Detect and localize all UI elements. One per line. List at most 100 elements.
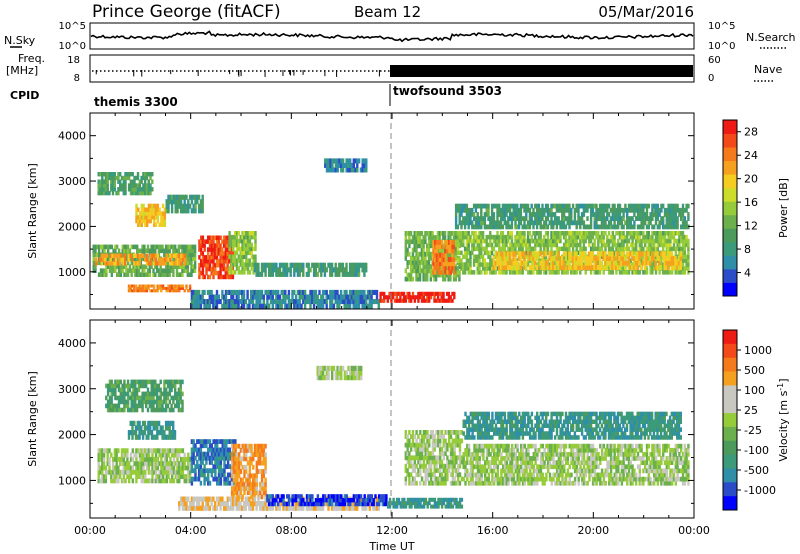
- data-cell: [149, 425, 152, 431]
- data-cell: [661, 255, 664, 261]
- data-cell: [345, 271, 348, 277]
- data-cell: [137, 399, 141, 405]
- data-cell: [438, 247, 441, 253]
- data-cell: [271, 303, 274, 309]
- data-cell: [145, 187, 149, 192]
- data-cell: [116, 261, 120, 266]
- data-cell: [132, 403, 135, 409]
- data-cell: [156, 286, 159, 290]
- data-cell: [97, 469, 100, 475]
- data-cell: [539, 216, 542, 221]
- data-cell: [525, 207, 528, 213]
- data-cell: [277, 271, 280, 277]
- data-cell: [245, 262, 248, 267]
- data-cell: [205, 262, 208, 268]
- data-cell: [408, 243, 411, 249]
- data-cell: [201, 251, 205, 256]
- data-cell: [282, 271, 285, 277]
- data-cell: [526, 262, 530, 267]
- data-cell: [575, 207, 578, 213]
- data-cell: [154, 207, 158, 212]
- data-cell: [600, 220, 604, 226]
- data-cell: [95, 257, 98, 262]
- data-cell: [165, 399, 168, 405]
- data-cell: [465, 212, 469, 217]
- data-cell: [124, 253, 127, 258]
- data-cell: [489, 254, 492, 259]
- data-cell: [426, 268, 429, 274]
- data-cell: [264, 267, 267, 273]
- data-cell: [683, 266, 686, 271]
- data-cell: [210, 239, 213, 244]
- data-cell: [140, 253, 143, 258]
- data-cell: [108, 469, 111, 475]
- data-cell: [116, 395, 119, 401]
- data-cell: [136, 286, 140, 290]
- data-cell: [302, 262, 305, 268]
- data-cell: [136, 461, 140, 467]
- data-cell: [404, 239, 407, 245]
- data-cell: [541, 265, 544, 271]
- data-cell: [680, 224, 683, 230]
- data-cell: [145, 383, 148, 389]
- data-cell: [188, 194, 192, 200]
- data-cell: [550, 265, 553, 271]
- data-cell: [566, 254, 569, 259]
- data-cell: [152, 425, 155, 431]
- data-cell: [176, 469, 179, 475]
- data-cell: [489, 238, 492, 244]
- data-cell: [687, 246, 690, 252]
- data-cell: [564, 246, 568, 252]
- data-cell: [114, 379, 117, 385]
- data-cell: [174, 448, 177, 454]
- data-cell: [127, 172, 131, 177]
- data-cell: [642, 254, 645, 259]
- data-cell: [134, 284, 138, 288]
- data-cell: [201, 274, 205, 280]
- data-cell: [519, 220, 523, 226]
- data-cell: [501, 265, 505, 271]
- data-cell: [658, 242, 661, 248]
- data-cell: [620, 260, 623, 266]
- noise-right-tick-top: 10^5: [708, 21, 735, 32]
- data-cell: [546, 265, 549, 271]
- data-cell: [172, 383, 175, 389]
- data-cell: [480, 234, 483, 240]
- data-cell: [550, 203, 553, 209]
- data-cell: [388, 291, 391, 296]
- data-cell: [97, 465, 100, 471]
- data-cell: [151, 172, 154, 177]
- data-cell: [350, 167, 354, 173]
- data-cell: [368, 294, 371, 300]
- data-cell: [97, 260, 101, 266]
- data-cell: [269, 299, 273, 305]
- data-cell: [478, 242, 481, 248]
- data-cell: [444, 252, 447, 258]
- data-cell: [624, 234, 627, 240]
- data-cell: [111, 465, 115, 471]
- data-cell: [653, 262, 656, 267]
- data-cell: [640, 203, 643, 209]
- data-cell: [190, 268, 193, 273]
- data-cell: [192, 268, 195, 273]
- data-cell: [539, 238, 542, 244]
- data-cell: [336, 158, 339, 164]
- data-cell: [131, 179, 134, 184]
- data-cell: [210, 235, 213, 240]
- data-cell: [451, 252, 454, 258]
- data-cell: [413, 295, 416, 300]
- data-cell: [237, 289, 240, 295]
- data-cell: [110, 478, 113, 484]
- data-cell: [496, 242, 499, 248]
- data-cell: [248, 262, 252, 267]
- data-cell: [674, 260, 677, 266]
- data-cell: [618, 250, 622, 256]
- data-cell: [122, 179, 125, 184]
- data-cell: [146, 387, 150, 393]
- data-cell: [521, 238, 524, 244]
- data-cell: [653, 212, 656, 217]
- data-cell: [604, 255, 607, 261]
- data-cell: [298, 262, 301, 268]
- data-cell: [177, 379, 181, 385]
- data-cell: [177, 395, 181, 401]
